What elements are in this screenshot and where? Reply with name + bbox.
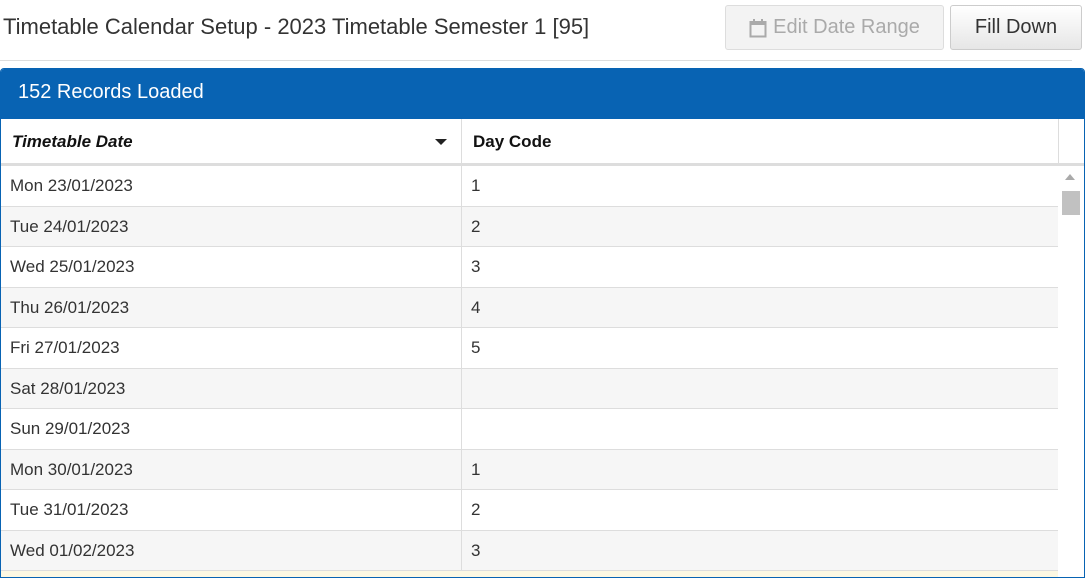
- edit-date-range-label: Edit Date Range: [773, 16, 920, 38]
- day-code-cell[interactable]: 2: [471, 500, 481, 519]
- table-row[interactable]: Mon 30/01/2023 1: [1, 449, 1058, 490]
- table-row[interactable]: Wed 01/02/2023 3: [1, 530, 1058, 571]
- table-row-selected[interactable]: [1, 571, 1058, 577]
- table-row[interactable]: Sun 29/01/2023: [1, 409, 1058, 450]
- column-header-timetable-date[interactable]: Timetable Date: [1, 119, 462, 163]
- day-code-cell[interactable]: 1: [471, 176, 481, 195]
- date-cell: Mon 23/01/2023: [1, 166, 462, 206]
- date-cell: Sat 28/01/2023: [1, 368, 462, 408]
- page-title: Timetable Calendar Setup - 2023 Timetabl…: [3, 14, 590, 39]
- day-code-cell[interactable]: 3: [471, 257, 481, 276]
- table-row[interactable]: Tue 24/01/2023 2: [1, 206, 1058, 247]
- date-cell: Thu 26/01/2023: [1, 287, 462, 327]
- date-cell: Wed 25/01/2023: [1, 247, 462, 287]
- day-code-cell[interactable]: 1: [471, 459, 481, 479]
- date-cell: Tue 24/01/2023: [1, 206, 462, 246]
- scroll-thumb[interactable]: [1062, 191, 1080, 215]
- table-header: Timetable Date Day Code: [1, 119, 1084, 166]
- day-code-cell[interactable]: 5: [471, 338, 481, 357]
- day-code-cell[interactable]: [462, 409, 1058, 449]
- table-body: Mon 23/01/2023 1 Tue 24/01/2023 2 Wed 25/01/…: [1, 166, 1084, 577]
- date-cell: Mon 30/01/2023: [1, 449, 462, 489]
- day-code-cell[interactable]: [462, 369, 1058, 409]
- column-label: Timetable Date: [12, 132, 133, 151]
- sort-caret-icon: [435, 139, 447, 145]
- vertical-scrollbar[interactable]: [1058, 166, 1084, 577]
- fill-down-button[interactable]: Fill Down: [950, 5, 1082, 50]
- date-cell: Wed 01/02/2023: [1, 530, 462, 570]
- edit-date-range-button[interactable]: Edit Date Range: [725, 5, 944, 50]
- table-row[interactable]: Wed 25/01/2023 3: [1, 247, 1058, 288]
- day-code-cell[interactable]: 3: [471, 540, 481, 560]
- date-cell: Fri 27/01/2023: [1, 328, 462, 368]
- scroll-up-icon[interactable]: [1065, 174, 1075, 180]
- table-row[interactable]: Thu 26/01/2023 4: [1, 287, 1058, 328]
- calendar-icon: [749, 18, 767, 37]
- day-code-cell[interactable]: 2: [471, 216, 481, 236]
- table-row[interactable]: Mon 23/01/2023 1: [1, 166, 1058, 207]
- date-cell: Sun 29/01/2023: [1, 409, 462, 449]
- table-row[interactable]: Tue 31/01/2023 2: [1, 490, 1058, 531]
- table-row[interactable]: Fri 27/01/2023 5: [1, 328, 1058, 369]
- date-cell: Tue 31/01/2023: [1, 490, 462, 530]
- records-panel: 152 Records Loaded Timetable Date Day Co…: [0, 68, 1085, 578]
- column-header-day-code[interactable]: Day Code: [462, 119, 1059, 163]
- day-code-cell[interactable]: 4: [471, 297, 481, 317]
- panel-heading: 152 Records Loaded: [1, 69, 1084, 119]
- divider: [0, 60, 1072, 61]
- table-row[interactable]: Sat 28/01/2023: [1, 368, 1058, 409]
